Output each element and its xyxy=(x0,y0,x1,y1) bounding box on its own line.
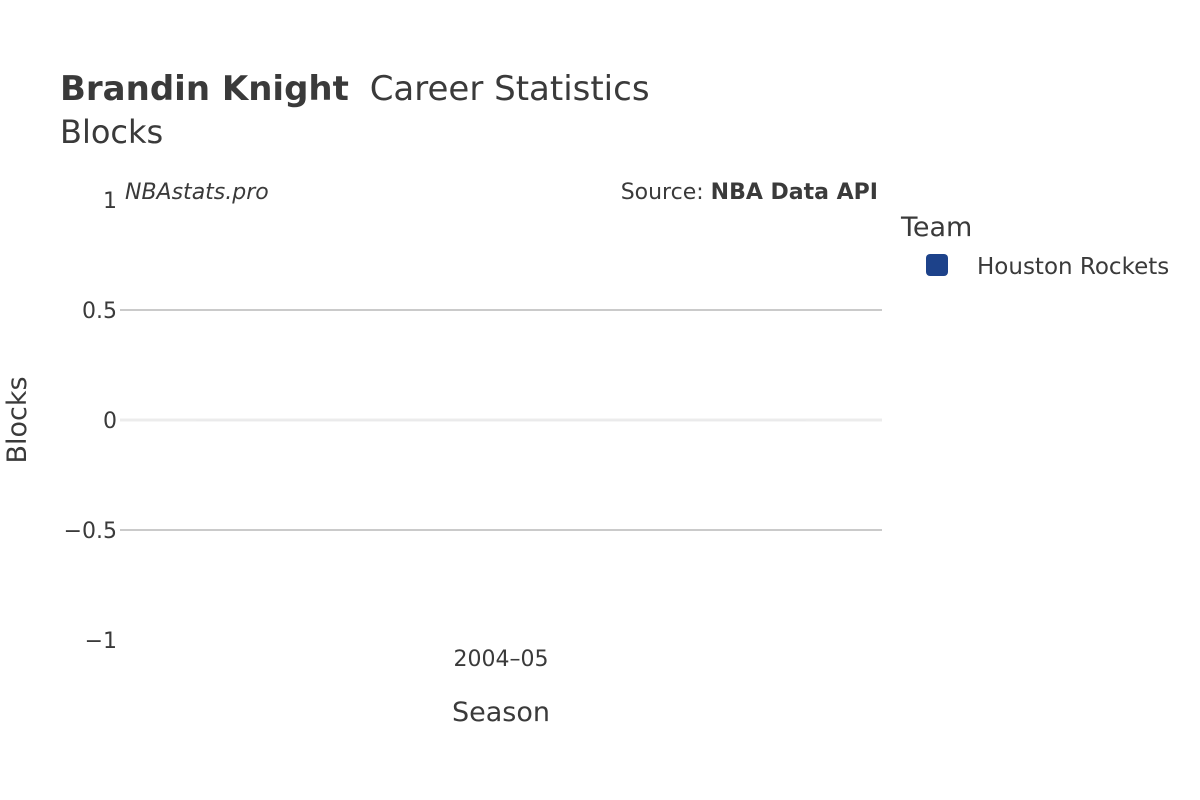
watermark: NBAstats.pro xyxy=(125,180,269,205)
x-tick-labels: 2004–05 xyxy=(454,647,549,672)
y-tick-label: 1 xyxy=(103,189,117,214)
x-tick-label: 2004–05 xyxy=(454,647,549,672)
y-axis-title: Blocks xyxy=(2,376,33,463)
x-axis-title: Season xyxy=(452,697,550,728)
chart-title: Brandin Knight Career Statistics xyxy=(60,69,650,109)
y-tick-label: 0.5 xyxy=(82,299,117,324)
source-name: NBA Data API xyxy=(711,180,878,205)
legend-swatch xyxy=(926,254,948,276)
y-tick-label: −0.5 xyxy=(64,519,117,544)
y-tick-labels: −1 −0.5 0 0.5 1 xyxy=(64,189,117,654)
y-tick-label: 0 xyxy=(103,409,117,434)
legend-label: Houston Rockets xyxy=(977,254,1169,280)
source-credit: Source: NBA Data API xyxy=(621,180,878,205)
player-name: Brandin Knight xyxy=(60,69,349,109)
legend-title: Team xyxy=(900,212,972,243)
source-prefix: Source: xyxy=(621,180,711,205)
legend: Team Houston Rockets xyxy=(900,212,1169,280)
legend-item-houston-rockets[interactable]: Houston Rockets xyxy=(926,254,1169,280)
chart-subtitle: Blocks xyxy=(60,113,163,151)
y-tick-label: −1 xyxy=(85,629,117,654)
title-rest: Career Statistics xyxy=(370,69,650,109)
